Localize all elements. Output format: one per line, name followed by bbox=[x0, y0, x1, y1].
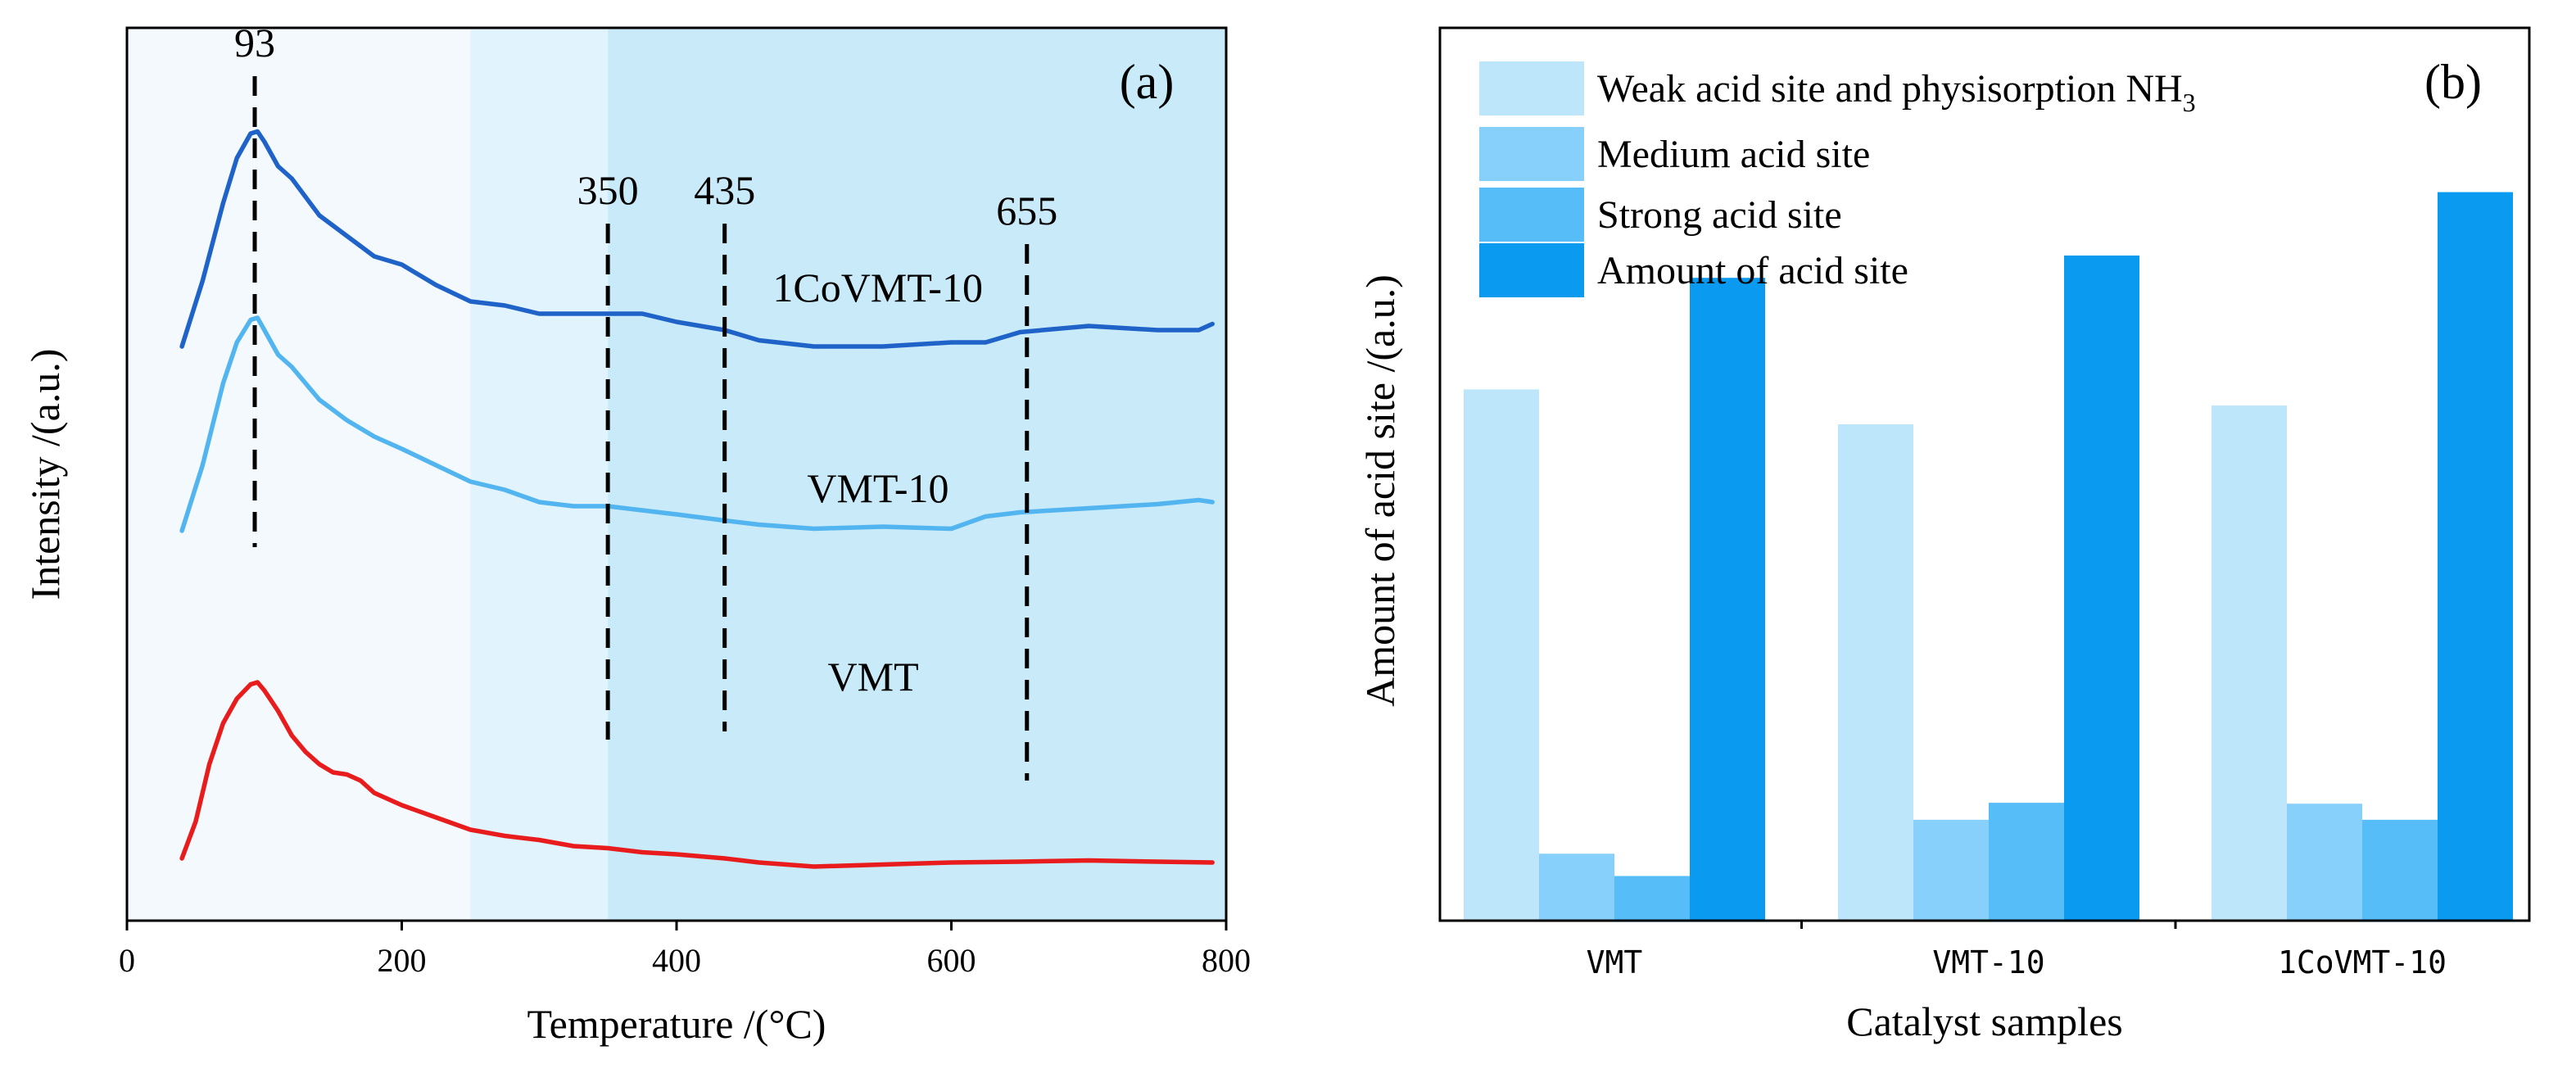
bar-vmt-10-amount bbox=[2064, 255, 2139, 921]
series-label-1covmt-10: 1CoVMT-10 bbox=[772, 265, 983, 310]
x-tick-label: 0 bbox=[119, 942, 135, 979]
bar-vmt-medium bbox=[1539, 853, 1614, 921]
peak-marker-label-435: 435 bbox=[694, 167, 755, 213]
temperature-bands bbox=[127, 28, 1226, 921]
temperature-band-0 bbox=[127, 28, 471, 921]
bar-vmt-weak bbox=[1464, 389, 1539, 921]
curve-vmt bbox=[179, 680, 1215, 869]
legend-swatch-0 bbox=[1479, 61, 1584, 115]
bar-1covmt-10-weak bbox=[2212, 405, 2287, 921]
x-tick-label: 800 bbox=[1202, 942, 1251, 979]
legend-entry-3: Amount of acid site bbox=[1597, 249, 1908, 292]
x-tick-label: 200 bbox=[378, 942, 427, 979]
legend-entry-text: Medium acid site bbox=[1597, 133, 1870, 176]
temperature-band-1 bbox=[470, 28, 609, 921]
curve-vmt-10 bbox=[179, 315, 1215, 533]
peak-marker-label-655: 655 bbox=[996, 188, 1057, 233]
x-tick-label: 400 bbox=[652, 942, 701, 979]
bar-1covmt-10-medium bbox=[2287, 804, 2362, 921]
bar-vmt-10-medium bbox=[1913, 819, 1989, 921]
legend-entry-text: Strong acid site bbox=[1597, 193, 1842, 237]
bar-1covmt-10-amount bbox=[2438, 192, 2513, 921]
panel-b-bar-chart: VMT VMT-10 1CoVMT-10 Weak acid site and ph… bbox=[1357, 26, 2531, 1044]
bar-vmt-10-strong bbox=[1989, 803, 2064, 921]
acid-site-bars bbox=[1464, 192, 2513, 921]
legend-entry-1: Medium acid site bbox=[1597, 133, 1870, 176]
legend-entry-text: Amount of acid site bbox=[1597, 249, 1908, 292]
legend-swatch-3 bbox=[1479, 243, 1584, 297]
x-axis-title: Catalyst samples bbox=[1846, 998, 2122, 1044]
panel-b-label: (b) bbox=[2424, 55, 2482, 109]
x-axis-title: Temperature /(°C) bbox=[527, 1001, 826, 1047]
legend-swatch-1 bbox=[1479, 127, 1584, 181]
bar-1covmt-10-strong bbox=[2362, 819, 2438, 921]
category-ticks: VMT VMT-10 1CoVMT-10 bbox=[1587, 921, 2447, 980]
legend-entry-0: Weak acid site and physisorption NH3 bbox=[1597, 67, 2196, 117]
y-axis-title: Amount of acid site /(a.u.) bbox=[1357, 274, 1403, 707]
panel-a-line-chart: 1CoVMT-10 VMT-10 VMT 93 350 435 655 0 200 400 60… bbox=[22, 20, 1251, 1047]
peak-markers: 93 350 435 655 bbox=[234, 20, 1057, 781]
y-axis-title: Intensity /(a.u.) bbox=[22, 349, 68, 600]
legend-entry-text: Weak acid site and physisorption NH bbox=[1597, 67, 2183, 111]
bar-vmt-10-weak bbox=[1838, 423, 1913, 921]
peak-marker-label-350: 350 bbox=[577, 167, 639, 213]
x-axis-ticks: 0 200 400 600 800 bbox=[119, 921, 1251, 979]
bar-vmt-strong bbox=[1614, 876, 1690, 921]
x-tick-label: 600 bbox=[927, 942, 976, 979]
legend-entry-subscript: 3 bbox=[2183, 88, 2196, 117]
legend: Weak acid site and physisorption NH3 Medi… bbox=[1479, 61, 2196, 297]
category-label-vmt-10: VMT-10 bbox=[1932, 944, 2044, 980]
legend-swatch-2 bbox=[1479, 188, 1584, 242]
bar-vmt-amount bbox=[1690, 278, 1765, 921]
legend-entry-2: Strong acid site bbox=[1597, 193, 1842, 237]
temperature-band-2 bbox=[608, 28, 1226, 921]
series-label-vmt: VMT bbox=[828, 654, 919, 699]
peak-marker-label-93: 93 bbox=[234, 20, 275, 66]
category-label-1covmt-10: 1CoVMT-10 bbox=[2278, 944, 2447, 980]
category-label-vmt: VMT bbox=[1587, 944, 1643, 980]
series-label-vmt-10: VMT-10 bbox=[807, 465, 948, 511]
tpd-curves: 1CoVMT-10 VMT-10 VMT bbox=[179, 129, 1215, 869]
panel-b-frame bbox=[1438, 26, 2531, 922]
panel-a-label: (a) bbox=[1120, 55, 1175, 109]
curve-1covmt-10 bbox=[179, 129, 1215, 349]
